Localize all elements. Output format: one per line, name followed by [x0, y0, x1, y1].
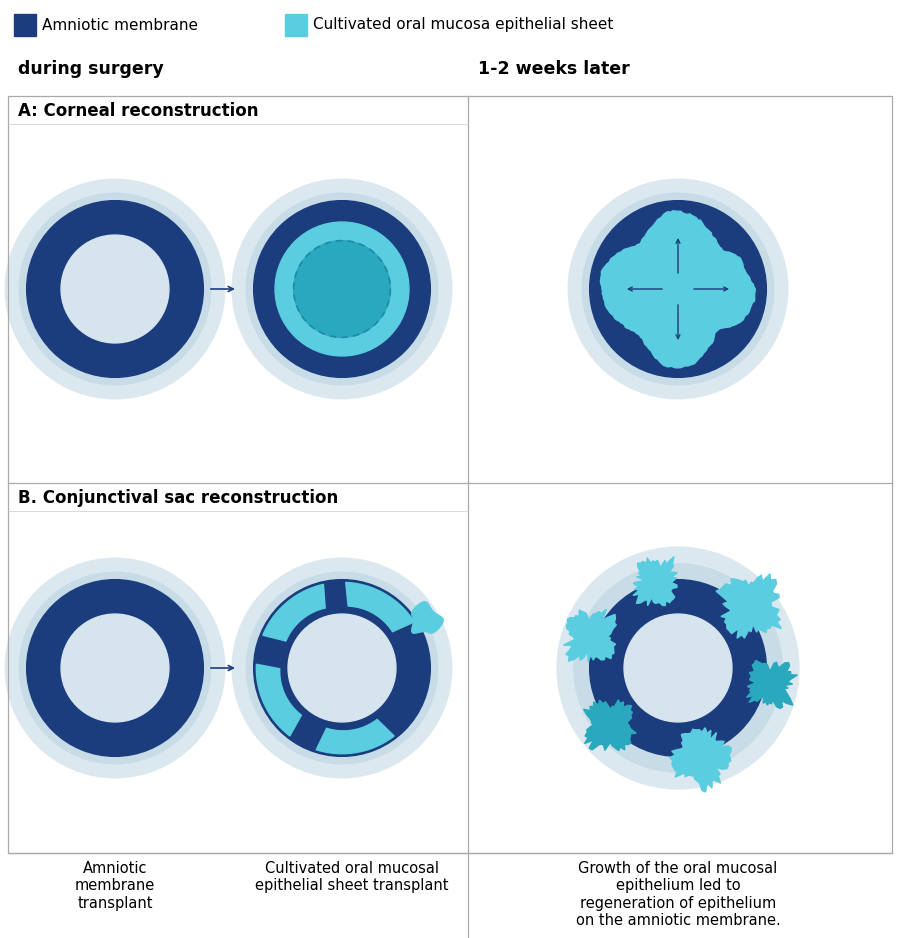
Polygon shape [746, 660, 797, 708]
Text: Growth of the oral mucosal
epithelium led to
regeneration of epithelium
on the a: Growth of the oral mucosal epithelium le… [576, 861, 780, 929]
Bar [8, 96, 892, 853]
Polygon shape [316, 719, 394, 754]
Polygon shape [716, 574, 781, 638]
Circle shape [275, 222, 409, 356]
Bar [285, 14, 307, 36]
Circle shape [19, 572, 211, 764]
Polygon shape [583, 700, 636, 750]
Text: B. Conjunctival sac reconstruction: B. Conjunctival sac reconstruction [18, 489, 338, 507]
Polygon shape [411, 601, 443, 633]
Circle shape [574, 564, 782, 772]
Bar [14, 14, 36, 36]
Circle shape [247, 193, 437, 385]
Text: Cultivated oral mucosa epithelial sheet: Cultivated oral mucosa epithelial sheet [313, 18, 614, 33]
Circle shape [288, 614, 396, 722]
Text: A: Corneal reconstruction: A: Corneal reconstruction [18, 102, 258, 120]
Text: Amniotic
membrane
transplant: Amniotic membrane transplant [75, 861, 155, 911]
Polygon shape [256, 664, 302, 736]
Circle shape [27, 201, 203, 377]
Polygon shape [633, 556, 678, 606]
Circle shape [5, 179, 225, 399]
Circle shape [254, 580, 430, 756]
Circle shape [61, 235, 169, 343]
Polygon shape [563, 610, 616, 661]
Polygon shape [600, 211, 755, 368]
Circle shape [247, 572, 437, 764]
Circle shape [557, 547, 799, 789]
Circle shape [590, 580, 767, 756]
Circle shape [27, 580, 203, 756]
Text: during surgery: during surgery [18, 60, 164, 78]
Circle shape [568, 179, 788, 399]
Polygon shape [346, 582, 414, 631]
Text: Amniotic membrane: Amniotic membrane [42, 18, 198, 33]
Circle shape [624, 614, 732, 722]
Circle shape [232, 558, 452, 778]
Circle shape [590, 201, 767, 377]
Polygon shape [263, 584, 325, 641]
Circle shape [254, 201, 430, 377]
Polygon shape [670, 728, 731, 792]
Text: Cultivated oral mucosal
epithelial sheet transplant: Cultivated oral mucosal epithelial sheet… [256, 861, 449, 893]
Circle shape [582, 193, 774, 385]
Circle shape [19, 193, 211, 385]
Text: 1-2 weeks later: 1-2 weeks later [478, 60, 630, 78]
Circle shape [293, 241, 391, 338]
Circle shape [232, 179, 452, 399]
Circle shape [61, 614, 169, 722]
Circle shape [5, 558, 225, 778]
